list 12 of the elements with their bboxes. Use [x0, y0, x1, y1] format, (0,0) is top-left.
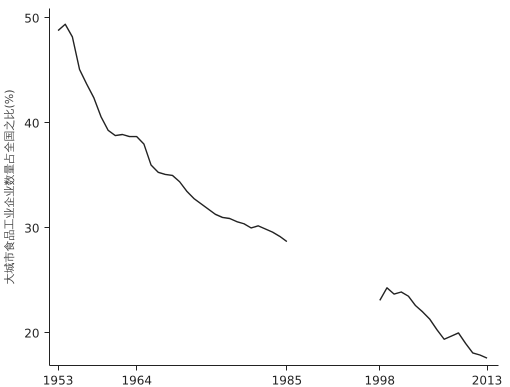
- y-tick-label: 40: [24, 116, 40, 130]
- y-tick-label: 50: [24, 11, 40, 26]
- y-tick-label: 20: [24, 326, 40, 340]
- y-tick-label: 30: [24, 221, 40, 236]
- x-tick-label: 1953: [42, 374, 74, 387]
- x-tick-label: 1985: [272, 374, 302, 387]
- line-series: [379, 287, 488, 359]
- line-series: [57, 24, 288, 242]
- x-tick-label: 2013: [472, 374, 502, 387]
- y-axis-title: 大城市食品工业企业数量占全国之比(%): [3, 89, 16, 285]
- x-tick-label: 1998: [364, 374, 396, 387]
- x-tick-label: 1964: [121, 374, 152, 387]
